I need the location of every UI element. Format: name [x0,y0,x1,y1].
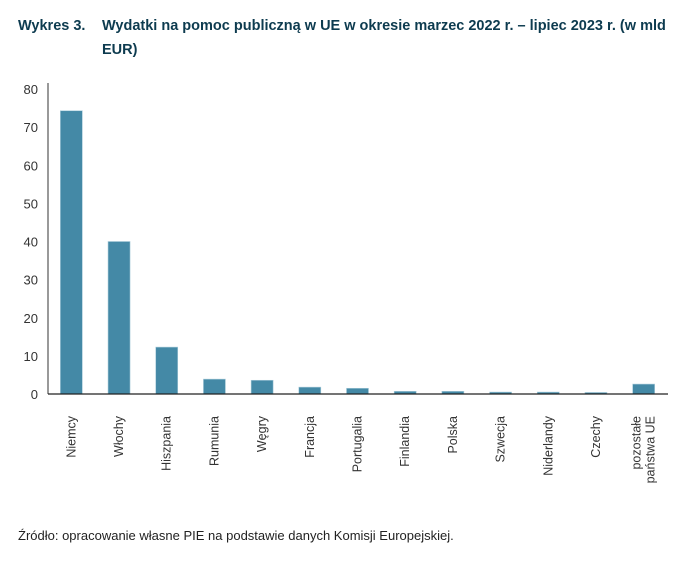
bar-2 [155,346,179,395]
x-tick-label: Włochy [112,415,126,457]
bar-6 [346,387,369,395]
y-tick-label: 60 [24,158,38,173]
bar-4 [250,379,274,395]
bar-0 [60,110,83,395]
x-tick-label: Czechy [589,415,603,457]
bar-chart: 0 10 20 30 40 50 60 70 80 Niemcy Włochy Hiszpania Ru… [24,82,668,483]
y-tick-label: 80 [24,82,38,97]
chart-number: Wykres 3. [18,18,86,34]
x-tick-label: Niemcy [64,415,78,457]
x-tick-label: Węgry [255,415,269,452]
x-tick-label: Rumunia [207,416,221,466]
x-tick-label: Finlandia [398,416,412,467]
x-tick-label: Hiszpania [160,416,174,471]
y-tick-label: 40 [24,235,38,250]
bar-3 [203,378,226,395]
y-tick-label: 30 [24,273,38,288]
x-tick-label: Szwecja [494,416,508,463]
y-tick-label: 20 [24,311,38,326]
x-tick-label: Niderlandy [541,415,555,476]
source-note: Źródło: opracowanie własne PIE na podsta… [18,528,454,543]
bar-5 [298,386,322,395]
x-tick-label: Francja [303,416,317,458]
x-tick-label: Polska [446,416,460,454]
y-tick-label: 0 [31,387,38,402]
y-tick-label: 10 [24,349,38,364]
y-tick-label: 50 [24,196,38,211]
x-tick-label: pozostałepaństwa UE [630,416,658,483]
bar-1 [107,241,131,395]
chart-title-text: Wydatki na pomoc publiczną w UE w okresi… [102,18,666,58]
bar-12 [632,383,655,395]
x-tick-label: Portugalia [351,416,365,472]
y-tick-label: 70 [24,120,38,135]
